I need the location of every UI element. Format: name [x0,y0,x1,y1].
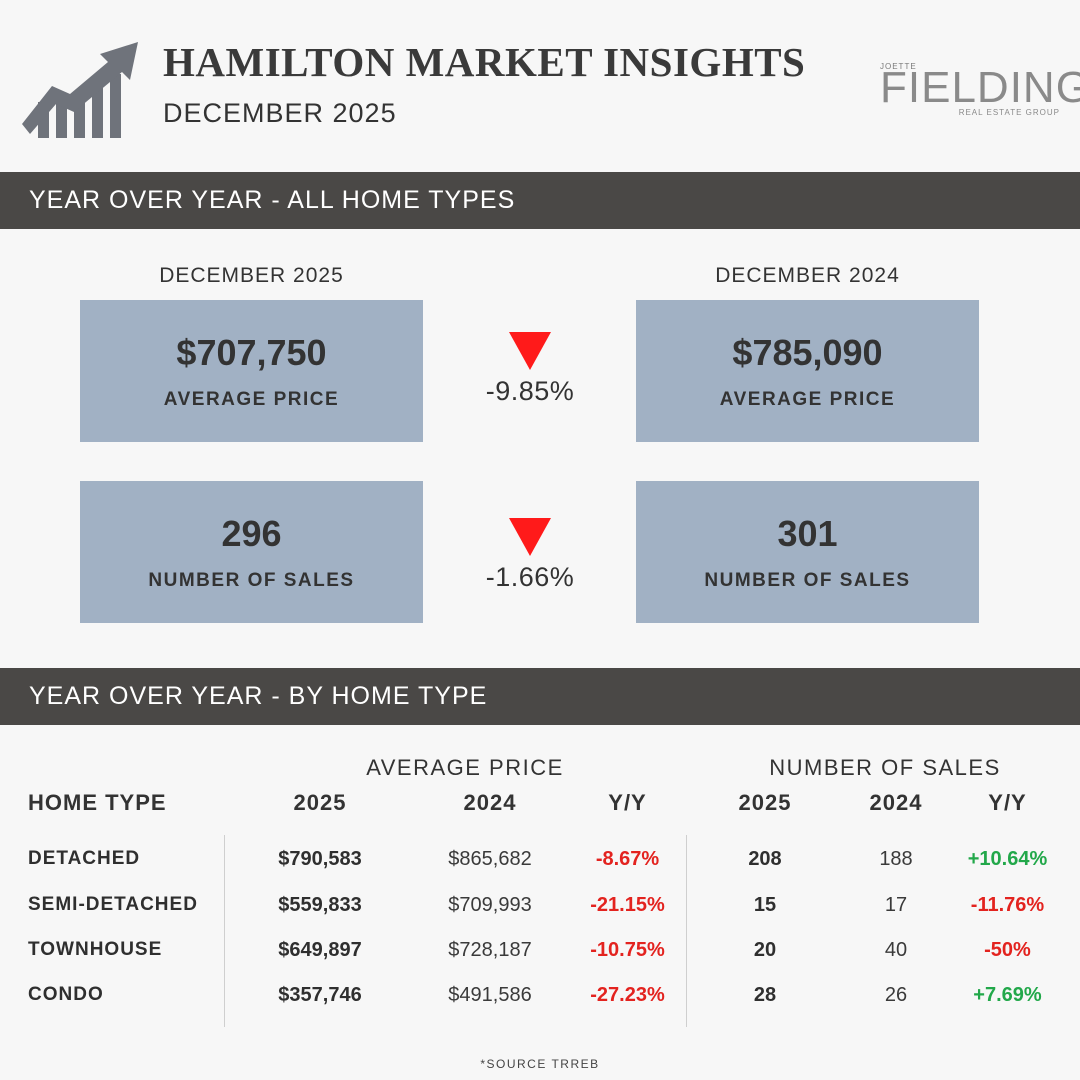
price-2025-cell: $649,897 [278,939,362,961]
current-average-price-label: AVERAGE PRICE [163,389,340,410]
previous-year-label: DECEMBER 2024 [715,264,900,287]
home-type-cell: DETACHED [28,848,141,869]
column-header-sales-2024: 2024 [869,790,923,815]
previous-sales-label: NUMBER OF SALES [704,570,911,591]
column-header-sales-yy: Y/Y [988,790,1027,815]
column-header-price-yy: Y/Y [608,790,647,815]
sales-change: -1.66% [470,518,590,593]
previous-sales-value: 301 [777,513,838,554]
price-yy-cell: -8.67% [595,848,660,870]
price-2025-cell: $790,583 [278,848,362,870]
average-price-change: -9.85% [470,332,590,407]
sales-2025-cell: 28 [753,984,777,1006]
column-header-price-2025: 2025 [293,790,347,815]
rising-chart-arrow-icon [22,42,138,138]
column-header-home-type: HOME TYPE [28,790,167,815]
price-2024-cell: $709,993 [448,894,532,916]
home-type-cell: CONDO [28,984,104,1005]
column-header-price-2024: 2024 [463,790,517,815]
price-yy-cell: -27.23% [590,984,665,1006]
section-heading-by-type: YEAR OVER YEAR - BY HOME TYPE [0,668,1080,725]
column-header-sales-2025: 2025 [738,790,792,815]
price-2024-cell: $728,187 [448,939,532,961]
price-2024-cell: $491,586 [448,984,532,1006]
current-sales-value: 296 [221,513,282,554]
previous-average-price-card: $785,090 AVERAGE PRICE [636,300,979,442]
sales-yy-cell: +7.69% [973,984,1042,1006]
current-year-label: DECEMBER 2025 [159,264,344,287]
group-header-number-of-sales: NUMBER OF SALES [769,755,1001,780]
price-yy-cell: -10.75% [590,939,665,961]
previous-sales-card: 301 NUMBER OF SALES [636,481,979,623]
page-subtitle: DECEMBER 2025 [163,98,397,128]
sales-yy-cell: -50% [984,939,1031,961]
sales-2025-cell: 208 [748,848,782,870]
previous-average-price-value: $785,090 [732,332,883,373]
current-sales-card: 296 NUMBER OF SALES [80,481,423,623]
sales-2024-cell: 17 [884,894,908,916]
previous-average-price-label: AVERAGE PRICE [719,389,896,410]
section-heading-all-types: YEAR OVER YEAR - ALL HOME TYPES [0,172,1080,229]
group-header-average-price: AVERAGE PRICE [366,755,564,780]
source-note: *SOURCE TRREB [480,1057,600,1071]
brand-top-text: JOETTE [880,62,917,71]
sales-2024-cell: 188 [879,848,913,870]
sales-2024-cell: 26 [884,984,908,1006]
down-triangle-icon [509,518,551,556]
column-divider [224,835,225,1027]
current-sales-label: NUMBER OF SALES [148,570,355,591]
home-type-cell: SEMI-DETACHED [28,894,198,915]
current-average-price-card: $707,750 AVERAGE PRICE [80,300,423,442]
brand-sub-text: REAL ESTATE GROUP [958,108,1060,117]
sales-2024-cell: 40 [884,939,908,961]
page-title: HAMILTON MARKET INSIGHTS [163,39,806,85]
sales-yy-cell: +10.64% [967,848,1048,870]
average-price-change-percent: -9.85% [485,376,575,406]
home-type-cell: TOWNHOUSE [28,939,163,960]
price-yy-cell: -21.15% [590,894,665,916]
brand-main-text: FIELDING [880,63,1080,112]
price-2024-cell: $865,682 [448,848,532,870]
sales-2025-cell: 20 [753,939,777,961]
brand-logo: JOETTE FIELDING REAL ESTATE GROUP [880,62,1080,120]
column-divider [686,835,687,1027]
down-triangle-icon [509,332,551,370]
current-average-price-value: $707,750 [176,332,327,373]
price-2025-cell: $559,833 [278,894,362,916]
sales-change-percent: -1.66% [485,562,575,592]
sales-yy-cell: -11.76% [970,894,1045,916]
price-2025-cell: $357,746 [278,984,362,1006]
sales-2025-cell: 15 [753,894,777,916]
